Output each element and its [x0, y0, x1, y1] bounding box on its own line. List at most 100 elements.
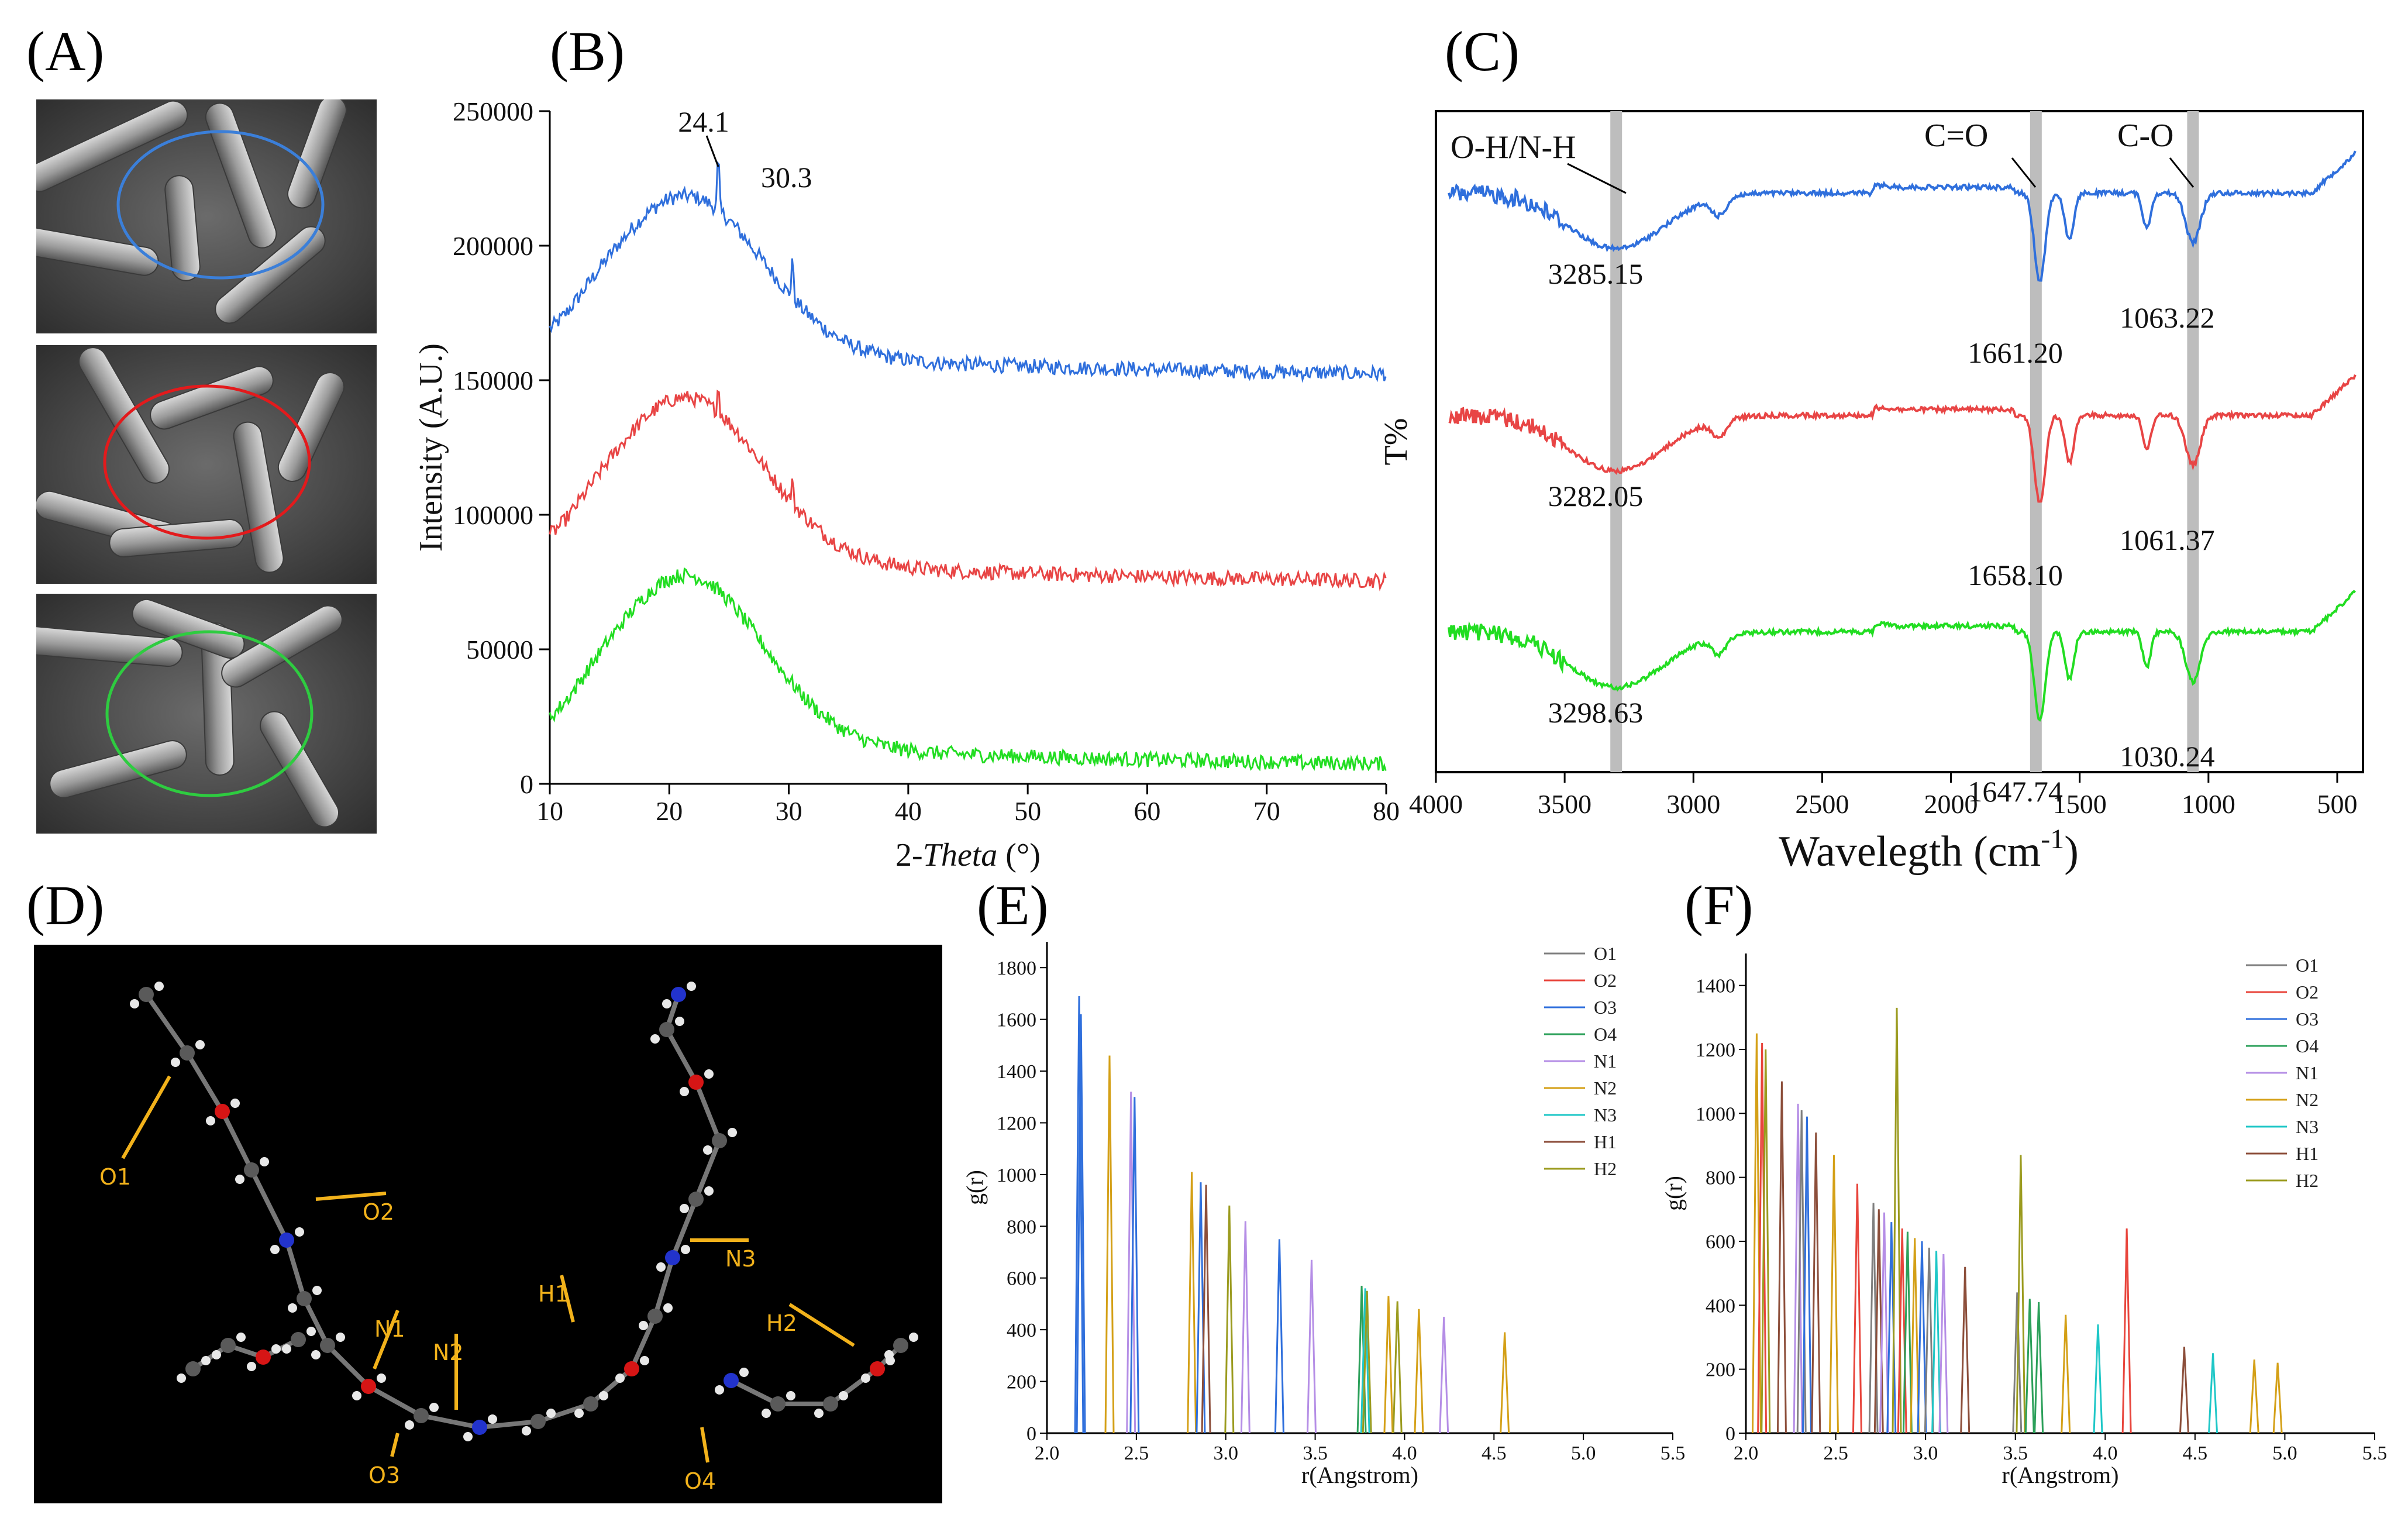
- legend-label: O4: [1594, 1024, 1617, 1045]
- atom-hydrogen: [154, 982, 164, 991]
- rdf-peak: [2012, 1292, 2023, 1434]
- x-tick-label: 4.5: [1482, 1443, 1507, 1464]
- ftir-series-red: [1448, 374, 2357, 503]
- ftir-peak-label: 1661.20: [1968, 336, 2063, 369]
- rdf-peak: [2016, 1155, 2026, 1434]
- band-label: C=O: [1924, 118, 1988, 154]
- x-tick-label: 30: [776, 796, 802, 826]
- atom-hydrogen: [312, 1286, 322, 1295]
- ftir-series-blue: [1448, 150, 2357, 282]
- atom-hydrogen: [247, 1362, 256, 1371]
- x-axis-title-italic: Theta: [923, 837, 998, 873]
- atom-hydrogen: [201, 1356, 211, 1365]
- bacterium-rod: [132, 599, 245, 659]
- rdf-peak: [1924, 1247, 1934, 1434]
- atom-hydrogen: [352, 1391, 361, 1400]
- x-axis-title-end: ): [2064, 828, 2079, 876]
- atom-label: O3: [368, 1462, 400, 1488]
- sem-image-bottom: [36, 594, 377, 834]
- x-tick-label: 1000: [2182, 789, 2235, 819]
- rdf-chart-f: 2.0 2.5 3.0 3.5 4.0 4.5 5.0 5.5 0 200 400 600 800 100…: [1661, 953, 2387, 1488]
- y-tick-label: 1000: [1696, 1103, 1735, 1125]
- x-axis-title: Wavelegth (cm-1): [1779, 824, 2079, 876]
- atom-hydrogen: [429, 1403, 439, 1412]
- rdf-peak: [1938, 1254, 1949, 1434]
- x-axis-title: r(Angstrom): [1301, 1462, 1418, 1488]
- rdf-peak: [1201, 1185, 1211, 1434]
- x-tick-label: 70: [1253, 796, 1280, 826]
- rdf-peak: [1224, 1205, 1235, 1434]
- legend-label: O4: [2296, 1035, 2319, 1056]
- bacterium-rod: [164, 175, 201, 281]
- bacterium-rod: [277, 372, 345, 482]
- atom: [297, 1291, 312, 1306]
- atom-hydrogen: [656, 1262, 666, 1272]
- molecule-bond: [479, 1419, 539, 1430]
- atom-pointer: [121, 1075, 171, 1159]
- ftir-peak-label: 1647.74: [1968, 775, 2063, 808]
- molecule-bond: [421, 1413, 480, 1430]
- y-tick-label: 50000: [466, 635, 533, 665]
- atom-label: N1: [374, 1316, 405, 1342]
- legend-label: O2: [1594, 970, 1617, 991]
- molecule-bond: [730, 1378, 779, 1406]
- ftir-peak-label: 3282.05: [1548, 480, 1644, 512]
- molecule-bond: [589, 1366, 633, 1406]
- legend-label: N1: [2296, 1062, 2319, 1083]
- legend-label: N1: [1594, 1051, 1617, 1072]
- atom-hydrogen: [463, 1432, 473, 1441]
- atom: [665, 1250, 680, 1265]
- x-axis-title-main: Wavelegth (cm: [1779, 828, 2041, 876]
- rdf-peak: [1902, 1231, 1913, 1434]
- atom-hydrogen: [704, 1186, 714, 1196]
- x-tick-label: 5.5: [1661, 1443, 1686, 1464]
- absorption-band: [2187, 111, 2199, 772]
- x-tick-label: 3.0: [1213, 1443, 1238, 1464]
- atom-pointer: [390, 1433, 399, 1457]
- atom: [139, 987, 154, 1002]
- ftir-chart: 4000 3500 3000 2500 2000 1500 1000 500 T% Waveleg…: [1378, 110, 2364, 876]
- band-arrow-line: [2011, 157, 2037, 188]
- atom: [215, 1104, 230, 1119]
- atom: [221, 1338, 236, 1353]
- highlight-ellipse: [103, 384, 311, 540]
- y-tick-label: 100000: [453, 500, 533, 530]
- panel-label-b: (B): [550, 20, 625, 82]
- atom-hydrogen: [884, 1350, 894, 1359]
- atom-hydrogen: [336, 1333, 345, 1342]
- legend-label: O3: [1594, 997, 1617, 1018]
- rdf-peak: [1074, 996, 1084, 1434]
- rdf-peak: [2034, 1302, 2044, 1434]
- legend-label: N3: [2296, 1116, 2319, 1137]
- x-tick-label: 500: [2317, 789, 2357, 819]
- molecule-bond: [144, 993, 190, 1055]
- atom: [180, 1045, 195, 1061]
- xrd-chart: 10 20 30 40 50 60 70 80 0 50000 100000 150000 200000…: [413, 97, 1400, 873]
- atom: [530, 1414, 546, 1429]
- molecule-bond: [670, 1198, 698, 1259]
- rdf-peak: [1761, 1049, 1771, 1434]
- atom-hydrogen: [675, 1017, 684, 1026]
- rdf-peak: [1801, 1116, 1812, 1434]
- panel-label-e: (E): [977, 874, 1049, 937]
- x-tick-label: 3.5: [2003, 1443, 2028, 1464]
- atom-hydrogen: [662, 999, 671, 1008]
- molecule-bond: [326, 1344, 370, 1388]
- atom: [870, 1361, 885, 1376]
- molecule-bond: [284, 1239, 306, 1300]
- molecule-bond: [249, 1169, 289, 1241]
- atom: [688, 1192, 704, 1207]
- atom-hydrogen: [728, 1128, 737, 1137]
- rdf-peak: [1917, 1241, 1927, 1434]
- xrd-peak-annotation: 24.1: [678, 105, 729, 138]
- x-tick-label: 4.0: [1392, 1443, 1417, 1464]
- highlight-ellipse: [116, 130, 325, 280]
- atom-hydrogen: [680, 1204, 689, 1213]
- atom-hydrogen: [270, 1245, 280, 1254]
- atom: [320, 1338, 335, 1353]
- xrd-series-blue: [549, 160, 1387, 383]
- molecule-bond: [367, 1384, 422, 1418]
- atom-pointer: [788, 1303, 855, 1347]
- atom-label: O4: [684, 1468, 716, 1494]
- bacterium-rod: [150, 366, 274, 430]
